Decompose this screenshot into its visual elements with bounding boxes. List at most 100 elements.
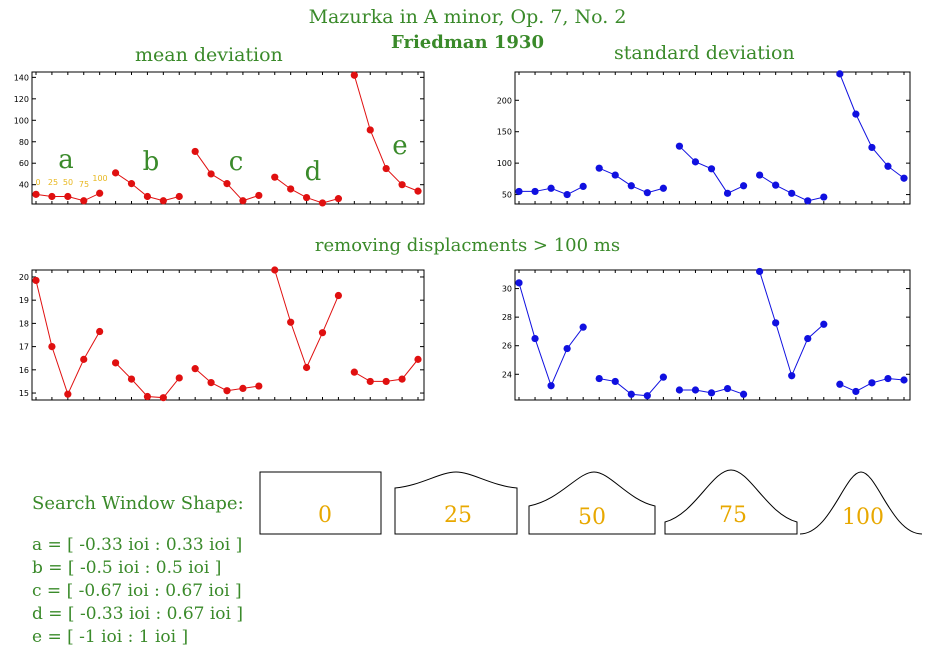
chart2-title: standard deviation	[614, 42, 795, 64]
range-list: a = [ -0.33 ioi : 0.33 ioi ] b = [ -0.5 …	[32, 534, 243, 649]
data-point	[239, 384, 247, 392]
y-tick-label: 30	[502, 285, 512, 294]
series-line	[759, 271, 825, 378]
series-line	[35, 280, 101, 396]
range-b: b = [ -0.5 ioi : 0.5 ioi ]	[32, 558, 222, 578]
data-point	[563, 190, 571, 199]
y-tick-label: 100	[14, 116, 29, 125]
data-point	[820, 193, 828, 201]
data-point	[302, 193, 311, 202]
data-point	[287, 185, 295, 193]
group-label: c	[229, 147, 244, 177]
data-point	[515, 187, 523, 196]
inline-legend-label: 100	[92, 174, 107, 183]
group-label: a	[58, 145, 74, 175]
data-point	[756, 171, 764, 179]
data-point	[64, 390, 72, 398]
data-point	[643, 189, 651, 197]
data-point	[175, 374, 183, 382]
data-point	[350, 71, 358, 79]
y-tick-label: 40	[19, 181, 29, 190]
data-point	[900, 376, 908, 384]
search-window-heading: Search Window Shape:	[32, 493, 244, 514]
chart-mean-deviation-filtered: 15 16 17 18 19 20	[19, 266, 425, 402]
window-shapes: 0 25 50 75 100	[259, 469, 923, 535]
data-point	[414, 355, 422, 363]
inline-legend-label: 0	[35, 178, 40, 187]
range-a: a = [ -0.33 ioi : 0.33 ioi ]	[32, 535, 243, 555]
data-point	[334, 291, 343, 300]
data-point	[32, 276, 40, 285]
data-point	[515, 279, 523, 287]
data-point	[207, 170, 215, 178]
data-point	[659, 373, 667, 381]
range-c: c = [ -0.67 ioi : 0.67 ioi ]	[32, 581, 242, 601]
data-point	[531, 187, 539, 196]
data-point	[207, 378, 215, 387]
window-shape-75-label: 75	[719, 503, 747, 528]
data-point	[239, 197, 247, 205]
y-tick-label: 100	[497, 159, 512, 168]
data-point	[96, 189, 104, 197]
data-point	[271, 266, 279, 274]
data-point	[804, 197, 812, 205]
data-point	[382, 164, 390, 173]
inline-legend-label: 50	[63, 178, 73, 187]
data-point	[707, 165, 716, 173]
series-line	[194, 151, 259, 202]
data-point	[159, 197, 167, 205]
data-point	[318, 199, 327, 207]
data-point	[48, 343, 56, 351]
data-point	[80, 197, 88, 205]
window-shape-25-label: 25	[444, 503, 472, 528]
data-point	[398, 181, 406, 189]
data-point	[334, 195, 343, 203]
data-point	[175, 192, 183, 201]
data-point	[80, 355, 88, 363]
window-shape-75	[664, 469, 798, 535]
data-point	[223, 387, 231, 395]
series-line	[353, 75, 419, 192]
data-point	[756, 267, 764, 276]
data-point	[772, 181, 780, 189]
data-point	[691, 386, 700, 394]
y-tick-label: 26	[502, 342, 512, 351]
series-line	[518, 282, 584, 388]
data-point	[611, 171, 619, 179]
data-point	[111, 359, 120, 367]
data-point	[900, 174, 908, 182]
data-point	[563, 344, 571, 353]
group-label: b	[143, 147, 160, 177]
series-line	[759, 174, 824, 202]
data-point	[804, 334, 812, 343]
data-point	[48, 192, 56, 201]
page-title: Mazurka in A minor, Op. 7, No. 2	[308, 6, 627, 28]
data-point	[739, 390, 748, 398]
y-tick-label: 50	[502, 191, 512, 200]
data-point	[723, 384, 732, 393]
y-tick-label: 150	[497, 128, 512, 137]
range-d: d = [ -0.33 ioi : 0.67 ioi ]	[32, 604, 244, 624]
window-shape-50-label: 50	[578, 505, 606, 530]
page-subtitle: Friedman 1930	[391, 32, 544, 53]
inline-legend-label: 75	[79, 180, 89, 189]
data-point	[547, 382, 555, 390]
y-tick-label: 200	[497, 96, 512, 105]
y-tick-label: 80	[19, 138, 29, 147]
data-point	[723, 189, 732, 197]
data-point	[643, 392, 651, 400]
data-point	[852, 387, 860, 396]
data-point	[627, 182, 635, 190]
data-point	[127, 180, 136, 188]
data-point	[350, 368, 358, 376]
data-point	[627, 390, 635, 398]
data-point	[788, 189, 796, 197]
data-point	[659, 184, 667, 192]
data-point	[398, 375, 406, 383]
data-point	[531, 334, 539, 343]
plot-frame	[514, 269, 911, 401]
data-point	[302, 363, 311, 372]
data-point	[675, 386, 684, 394]
section2-title: removing displacments > 100 ms	[314, 235, 621, 256]
